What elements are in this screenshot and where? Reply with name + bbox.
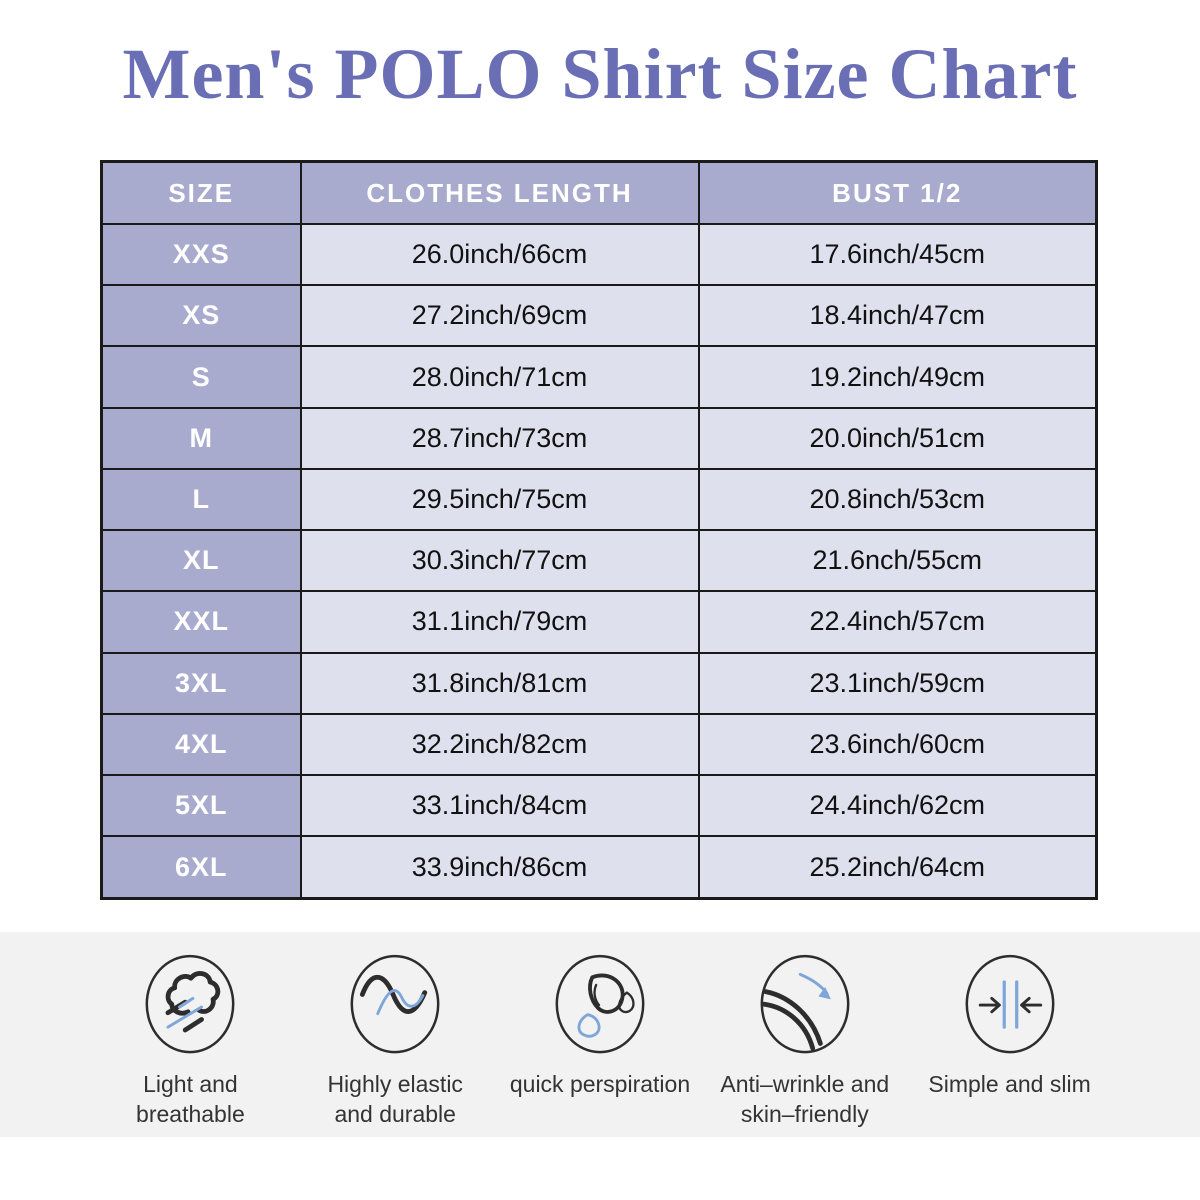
bust-cell: 23.6inch/60cm [697, 712, 1098, 776]
feature-slim: Simple and slim [907, 954, 1112, 1137]
col-header-length: CLOTHES LENGTH [299, 160, 700, 225]
size-cell: XS [100, 284, 302, 348]
table-row: S 28.0inch/71cm 19.2inch/49cm [100, 345, 1098, 409]
size-cell: 3XL [100, 651, 302, 715]
table-row: XL 30.3inch/77cm 21.6nch/55cm [100, 529, 1098, 593]
bust-cell: 19.2inch/49cm [697, 345, 1098, 409]
table-row: XS 27.2inch/69cm 18.4inch/47cm [100, 284, 1098, 348]
size-cell: S [100, 345, 302, 409]
feature-label: quick perspiration [509, 1071, 691, 1097]
table-row: 3XL 31.8inch/81cm 23.1inch/59cm [100, 651, 1098, 715]
bust-cell: 18.4inch/47cm [697, 284, 1098, 348]
feature-label: Light and breathable [136, 1071, 245, 1127]
size-cell: L [100, 467, 302, 532]
feature-label: Simple and slim [928, 1071, 1091, 1097]
droplets-icon [555, 954, 645, 1054]
length-cell: 33.1inch/84cm [299, 773, 700, 838]
features-band: Light and breathable Highly elastic and … [0, 932, 1200, 1137]
table-row: 4XL 32.2inch/82cm 23.6inch/60cm [100, 712, 1098, 776]
table-row: XXS 26.0inch/66cm 17.6inch/45cm [100, 222, 1098, 287]
size-table: SIZE CLOTHES LENGTH BUST 1/2 XXS 26.0inc… [100, 160, 1098, 900]
table-row: 6XL 33.9inch/86cm 25.2inch/64cm [100, 835, 1098, 900]
size-cell: XL [100, 529, 302, 593]
bust-cell: 21.6nch/55cm [697, 529, 1098, 593]
size-cell: 6XL [100, 835, 302, 900]
anti-wrinkle-icon [760, 954, 850, 1054]
feature-label: Anti–wrinkle and skin–friendly [720, 1071, 890, 1127]
size-cell: 4XL [100, 712, 302, 776]
bust-cell: 20.0inch/51cm [697, 406, 1098, 470]
length-cell: 31.8inch/81cm [299, 651, 700, 715]
size-cell: M [100, 406, 302, 470]
table-row: 5XL 33.1inch/84cm 24.4inch/62cm [100, 773, 1098, 838]
table-row: M 28.7inch/73cm 20.0inch/51cm [100, 406, 1098, 470]
length-cell: 29.5inch/75cm [299, 467, 700, 532]
col-header-size: SIZE [100, 160, 302, 225]
bust-cell: 25.2inch/64cm [697, 835, 1098, 900]
size-cell: XXS [100, 222, 302, 287]
bust-cell: 23.1inch/59cm [697, 651, 1098, 715]
feature-label: Highly elastic and durable [327, 1071, 463, 1127]
length-cell: 31.1inch/79cm [299, 590, 700, 654]
table-row: L 29.5inch/75cm 20.8inch/53cm [100, 467, 1098, 532]
table-row: XXL 31.1inch/79cm 22.4inch/57cm [100, 590, 1098, 654]
wave-icon [350, 954, 440, 1054]
bust-cell: 17.6inch/45cm [697, 222, 1098, 287]
wind-icon [145, 954, 235, 1054]
bust-cell: 20.8inch/53cm [697, 467, 1098, 532]
feature-breathable: Light and breathable [88, 954, 293, 1137]
col-header-bust: BUST 1/2 [697, 160, 1098, 225]
size-cell: 5XL [100, 773, 302, 838]
page-title: Men's POLO Shirt Size Chart [122, 34, 1078, 114]
table-header-row: SIZE CLOTHES LENGTH BUST 1/2 [100, 160, 1098, 225]
bust-cell: 24.4inch/62cm [697, 773, 1098, 838]
feature-perspiration: quick perspiration [498, 954, 703, 1137]
length-cell: 26.0inch/66cm [299, 222, 700, 287]
length-cell: 28.7inch/73cm [299, 406, 700, 470]
compress-icon [965, 954, 1055, 1054]
length-cell: 33.9inch/86cm [299, 835, 700, 900]
length-cell: 27.2inch/69cm [299, 284, 700, 348]
size-cell: XXL [100, 590, 302, 654]
length-cell: 30.3inch/77cm [299, 529, 700, 593]
bust-cell: 22.4inch/57cm [697, 590, 1098, 654]
feature-elastic: Highly elastic and durable [293, 954, 498, 1137]
length-cell: 32.2inch/82cm [299, 712, 700, 776]
feature-anti-wrinkle: Anti–wrinkle and skin–friendly [702, 954, 907, 1137]
length-cell: 28.0inch/71cm [299, 345, 700, 409]
